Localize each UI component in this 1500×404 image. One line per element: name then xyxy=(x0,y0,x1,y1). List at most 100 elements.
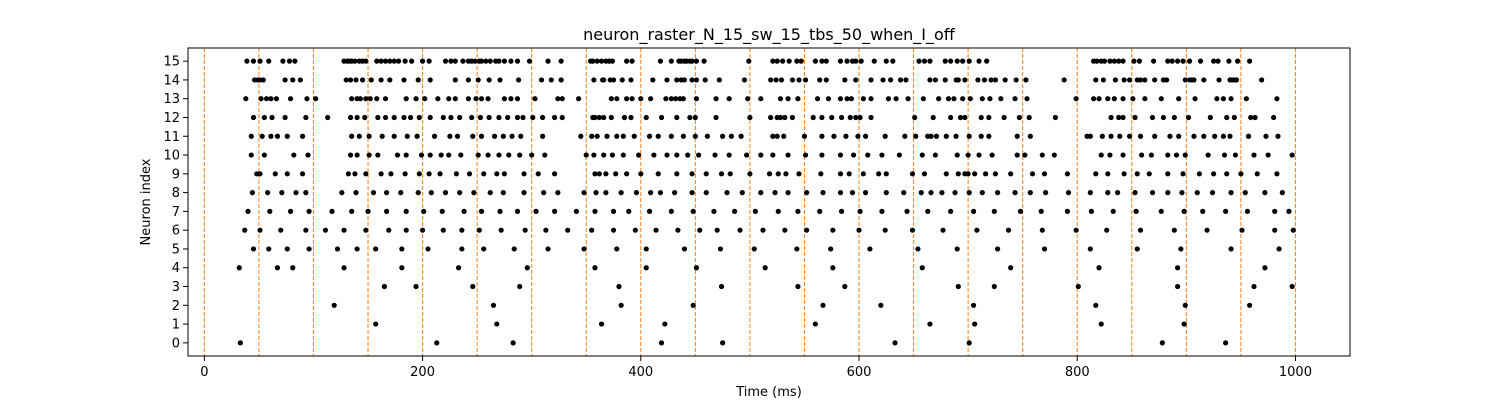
spike-point xyxy=(1182,77,1188,83)
spike-point xyxy=(363,227,369,233)
spike-point xyxy=(857,114,863,121)
spike-point xyxy=(802,77,809,83)
spike-point xyxy=(862,133,869,139)
spike-point xyxy=(1274,96,1280,102)
spike-point xyxy=(501,96,508,102)
spike-point xyxy=(774,133,780,139)
spike-point xyxy=(812,58,818,64)
spike-point xyxy=(497,77,503,83)
spike-point xyxy=(415,77,421,83)
spike-point xyxy=(849,190,856,196)
spike-point xyxy=(893,96,899,102)
spike-point xyxy=(614,96,620,102)
spike-point xyxy=(643,265,649,271)
spike-point xyxy=(1027,133,1033,139)
spike-point xyxy=(589,133,595,139)
spike-point xyxy=(842,283,848,290)
spike-point xyxy=(1181,208,1187,214)
spike-point xyxy=(477,114,484,121)
spike-point xyxy=(837,152,844,158)
spike-point xyxy=(657,58,664,64)
spike-point xyxy=(1247,302,1253,308)
spike-point xyxy=(1290,227,1296,233)
spike-point xyxy=(978,114,984,121)
spike-point xyxy=(248,152,254,158)
spike-point xyxy=(819,58,825,64)
spike-point xyxy=(303,227,309,233)
spike-point xyxy=(1200,208,1206,214)
spike-point xyxy=(403,96,409,102)
spike-point xyxy=(1008,265,1014,271)
spike-point xyxy=(675,227,681,233)
spike-point xyxy=(589,227,595,233)
spike-point xyxy=(459,227,465,233)
spike-point xyxy=(460,58,466,64)
spike-point xyxy=(1211,58,1217,64)
spike-point xyxy=(773,77,779,83)
spike-point xyxy=(259,133,265,139)
spike-point xyxy=(626,208,632,214)
spike-point xyxy=(426,171,432,177)
spike-point xyxy=(496,114,502,121)
spike-point xyxy=(1289,283,1295,290)
spike-point xyxy=(1171,227,1177,233)
spike-point xyxy=(1191,133,1197,139)
spike-point xyxy=(1110,208,1116,214)
spike-point xyxy=(496,58,502,64)
spike-point xyxy=(1137,227,1144,233)
spike-point xyxy=(457,190,463,196)
spike-point xyxy=(1111,96,1117,102)
spike-point xyxy=(515,77,522,83)
spike-point xyxy=(265,190,271,196)
spike-point xyxy=(701,58,707,64)
spike-point xyxy=(902,133,908,139)
spike-point xyxy=(345,171,351,177)
spike-point xyxy=(435,96,441,102)
spike-point xyxy=(1187,58,1193,64)
spike-point xyxy=(391,133,397,139)
spike-point xyxy=(867,246,873,252)
spike-point xyxy=(689,58,695,64)
spike-point xyxy=(601,77,607,83)
spike-point xyxy=(621,114,628,121)
spike-point xyxy=(284,246,290,252)
spike-point xyxy=(726,96,732,102)
spike-point xyxy=(955,283,961,290)
spike-point xyxy=(972,321,978,327)
spike-point xyxy=(378,171,384,177)
spike-point xyxy=(552,114,558,121)
spike-point xyxy=(785,152,791,158)
spike-point xyxy=(1252,114,1258,121)
spike-point xyxy=(341,265,347,271)
spike-point xyxy=(427,152,433,158)
spike-point xyxy=(497,208,503,214)
spike-point xyxy=(948,208,954,214)
spike-point xyxy=(628,114,634,121)
spike-point xyxy=(1100,77,1107,83)
spike-point xyxy=(680,133,686,139)
spike-point xyxy=(804,190,810,196)
spike-point xyxy=(366,152,372,158)
spike-point xyxy=(775,208,781,214)
spike-point xyxy=(1194,190,1200,196)
spike-point xyxy=(1008,171,1014,177)
spike-point xyxy=(598,58,605,64)
spike-point xyxy=(514,58,521,64)
spike-point xyxy=(486,114,492,121)
spike-point xyxy=(1108,114,1114,121)
spike-point xyxy=(636,152,642,158)
spike-point xyxy=(650,77,656,83)
spike-point xyxy=(1111,58,1117,64)
spike-point xyxy=(500,133,506,139)
spike-point xyxy=(469,114,475,121)
spike-point xyxy=(746,58,752,64)
spike-point xyxy=(658,114,665,121)
spike-point xyxy=(356,133,362,139)
spike-point xyxy=(789,77,796,83)
y-tick-label: 6 xyxy=(172,224,180,239)
spike-point xyxy=(399,265,405,271)
spike-point xyxy=(782,114,788,121)
spike-point xyxy=(697,227,703,233)
spike-point xyxy=(341,227,347,233)
